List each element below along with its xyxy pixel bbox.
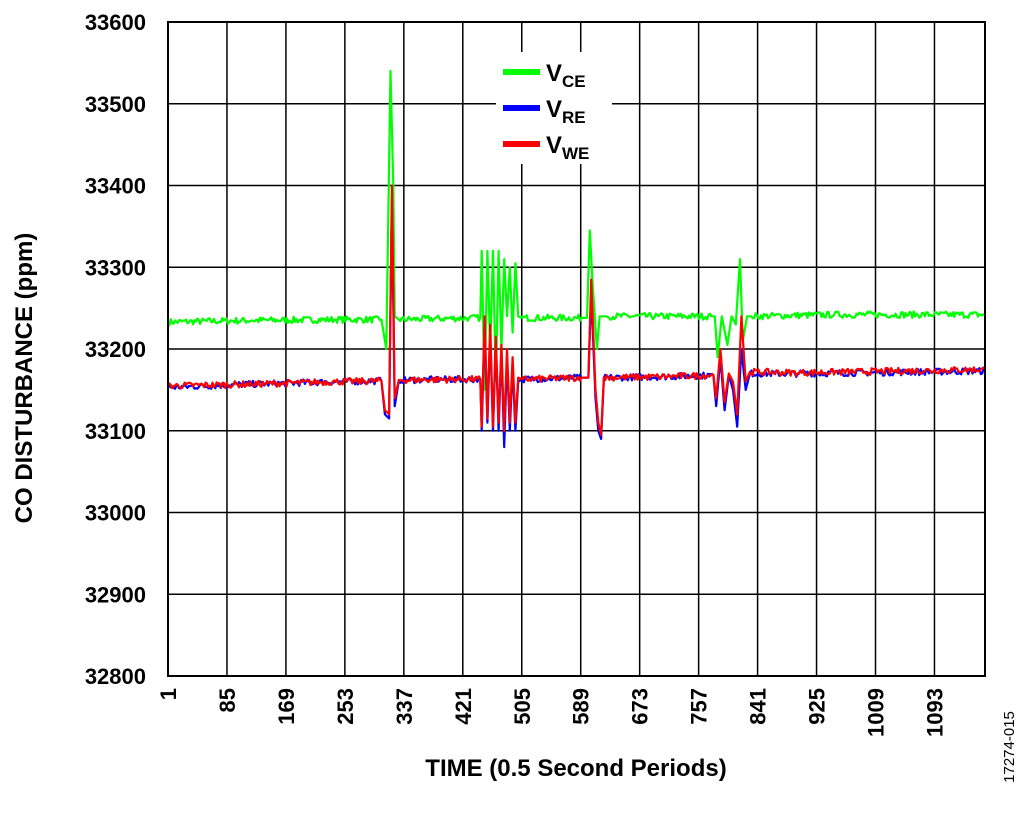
x-tick-label: 841 [746, 688, 771, 725]
series-layer [166, 69, 986, 449]
x-tick-label: 505 [510, 688, 535, 725]
legend-label-main: V [546, 132, 562, 159]
series-ce-line [166, 69, 986, 391]
y-axis-ticks: 33600 33500 33400 33300 33200 33100 33000 32900… [85, 10, 146, 689]
legend-label-ce: VCE [546, 60, 586, 91]
y-tick-label: 33100 [85, 419, 146, 444]
grid-lines [168, 21, 985, 677]
y-tick-label: 33000 [85, 501, 146, 526]
x-tick-label: 1093 [922, 688, 947, 737]
y-tick-label: 32900 [85, 582, 146, 607]
y-tick-label: 33400 [85, 174, 146, 199]
x-tick-label: 925 [805, 688, 830, 725]
x-tick-label: 757 [687, 688, 712, 725]
figure-id: 17274-015 [1001, 711, 1018, 783]
legend-label-we: VWE [546, 132, 589, 163]
x-tick-label: 589 [569, 688, 594, 725]
x-tick-label: 85 [215, 688, 240, 712]
series-we-line [167, 184, 986, 436]
x-axis-title: TIME (0.5 Second Periods) [425, 755, 726, 782]
x-tick-label: 673 [628, 688, 653, 725]
y-axis-title: CO DISTURBANCE (ppm) [11, 233, 38, 524]
x-tick-label: 1009 [864, 688, 889, 737]
x-tick-label: 1 [156, 688, 181, 700]
x-axis-ticks: 1 85 169 253 337 421 505 589 673 757 841 925 1009 109… [156, 688, 947, 737]
legend-label-subscript: RE [562, 108, 586, 127]
x-tick-label: 253 [333, 688, 358, 725]
y-tick-label: 32800 [85, 664, 146, 689]
y-tick-label: 33500 [85, 92, 146, 117]
legend-label-subscript: CE [562, 72, 586, 91]
legend-label-main: V [546, 96, 562, 123]
legend-label-subscript: WE [562, 144, 589, 163]
plot-frame [167, 21, 986, 677]
series-re-line [167, 200, 986, 449]
y-tick-label: 33600 [85, 10, 146, 35]
x-tick-label: 337 [392, 688, 417, 725]
y-tick-label: 33200 [85, 337, 146, 362]
x-tick-label: 421 [451, 688, 476, 725]
legend-label-re: VRE [546, 96, 586, 127]
x-tick-label: 169 [274, 688, 299, 725]
y-tick-label: 33300 [85, 255, 146, 280]
legend-label-main: V [546, 60, 562, 87]
